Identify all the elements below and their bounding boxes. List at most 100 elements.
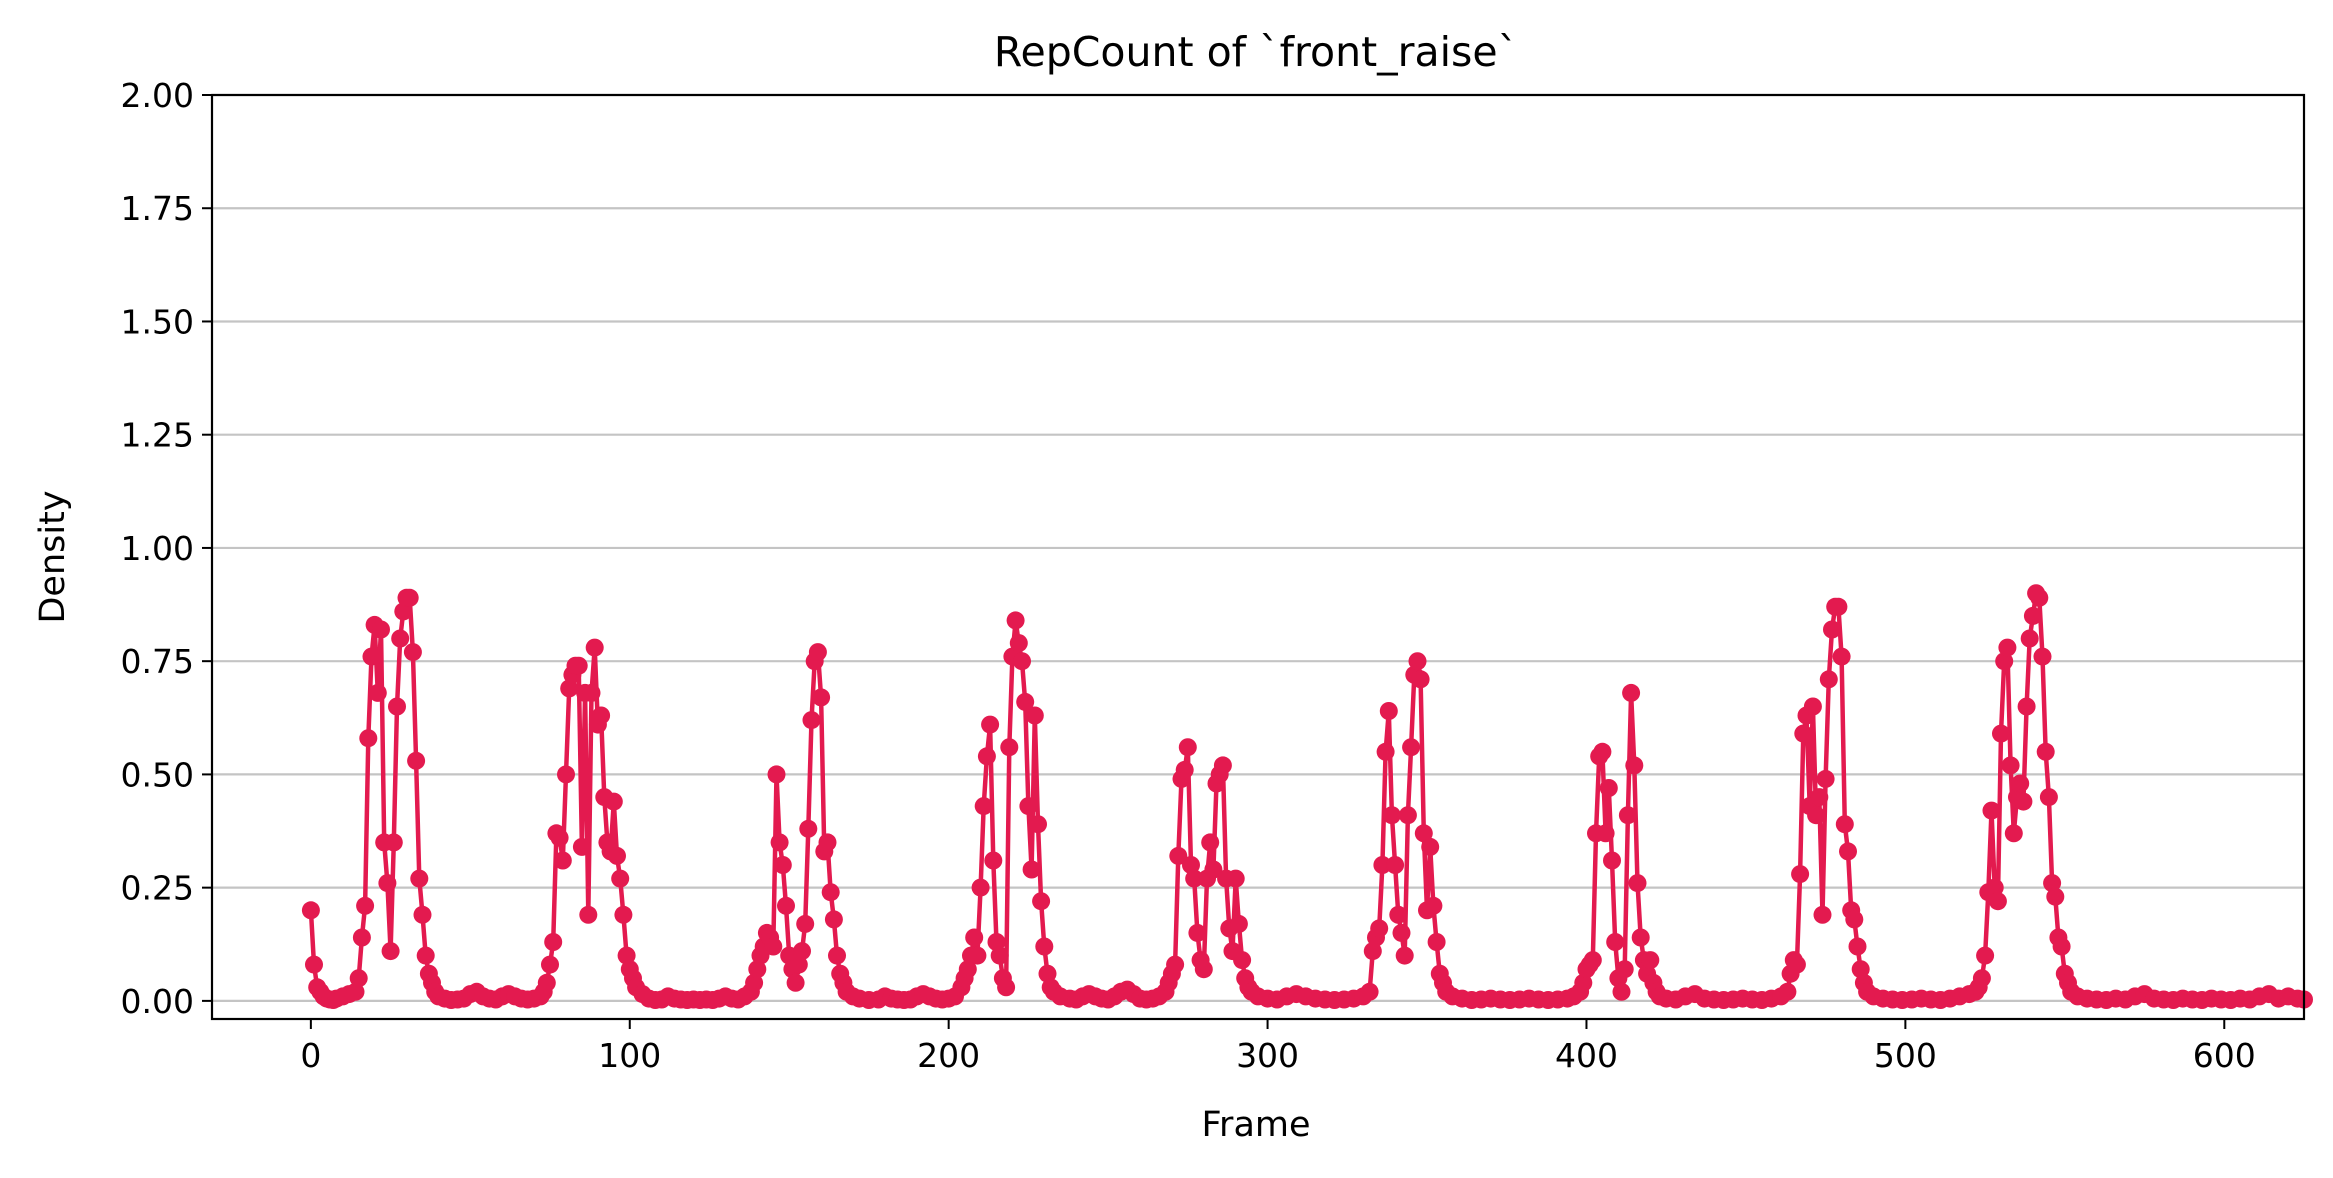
data-point [1606, 933, 1625, 951]
data-point [1025, 706, 1044, 725]
data-point [1009, 634, 1028, 653]
data-point [1424, 896, 1443, 915]
data-point [974, 797, 993, 816]
data-point [796, 914, 815, 933]
plot-frame [210, 93, 2306, 1021]
data-point [394, 602, 413, 621]
data-point [388, 697, 406, 716]
data-point [1628, 874, 1647, 893]
data-point [971, 878, 990, 897]
data-point [1778, 982, 1797, 1001]
data-point [305, 955, 323, 974]
data-point [808, 643, 827, 662]
y-tick-label: 1.25 [121, 416, 194, 455]
data-point [2004, 824, 2023, 843]
data-point [1188, 923, 1207, 942]
data-point [362, 647, 381, 666]
data-point [553, 851, 572, 870]
data-point [2014, 792, 2033, 811]
x-tick-label: 0 [300, 1036, 321, 1075]
data-point [359, 729, 378, 748]
data-point [799, 819, 818, 838]
data-point [1835, 815, 1854, 834]
data-point [1201, 833, 1220, 852]
data-point [1029, 815, 1047, 834]
data-point [1972, 969, 1991, 988]
data-point [1226, 869, 1245, 888]
data-point [1807, 806, 1826, 825]
data-point [1995, 652, 2014, 671]
data-point [384, 833, 403, 852]
data-point [560, 679, 579, 698]
data-point [372, 620, 390, 639]
data-point [2030, 588, 2049, 607]
data-point [1823, 620, 1841, 639]
data-point [346, 982, 365, 1001]
data-point [1000, 738, 1019, 757]
data-point [984, 851, 1003, 870]
data-point [1175, 760, 1194, 779]
data-point [410, 869, 429, 888]
data-point [604, 792, 623, 811]
data-point [997, 978, 1016, 997]
data-point [381, 942, 400, 961]
data-point [2036, 742, 2055, 761]
data-point [1813, 905, 1832, 924]
data-point [1810, 788, 1829, 807]
data-point [1169, 846, 1188, 865]
data-point [400, 588, 419, 607]
data-point [2039, 788, 2058, 807]
data-point [818, 833, 837, 852]
data-point [824, 910, 843, 929]
data-point [1593, 742, 1612, 761]
data-point [579, 905, 598, 924]
data-point [378, 874, 397, 893]
data-point [1379, 702, 1398, 720]
y-tick-label: 0.00 [121, 982, 194, 1021]
data-point [1360, 982, 1379, 1001]
chart-title: RepCount of `front_raise` [994, 28, 1518, 76]
data-point [407, 751, 426, 770]
data-point [1985, 878, 2004, 897]
data-point [1363, 942, 1382, 961]
x-tick-label: 500 [1874, 1036, 1937, 1075]
data-point [1233, 951, 1252, 970]
data-point [1832, 647, 1851, 666]
x-axis: 0 100 200 300 400 500 600 [300, 1019, 2256, 1075]
data-point [1185, 869, 1204, 888]
data-point [2043, 874, 2062, 893]
y-tick-label: 0.50 [121, 755, 194, 794]
data-point [349, 969, 368, 988]
data-point [1194, 960, 1213, 979]
data-point [617, 946, 636, 965]
data-point [965, 928, 984, 947]
data-point [1376, 742, 1395, 761]
y-tick-label: 1.00 [121, 529, 194, 568]
data-point [2052, 937, 2071, 956]
data-point [1019, 797, 1038, 816]
data-point [1032, 892, 1051, 911]
data-point [569, 656, 588, 675]
data-point [557, 765, 575, 784]
data-point [1427, 933, 1446, 951]
data-point [544, 933, 563, 951]
y-axis-title: Density [33, 490, 73, 623]
x-tick-label: 600 [2193, 1036, 2256, 1075]
data-point [1845, 910, 1864, 929]
data-point [786, 973, 805, 992]
data-point [1213, 756, 1232, 775]
data-point [2033, 647, 2052, 666]
data-point [1622, 683, 1641, 702]
x-axis-title: Frame [1201, 1105, 1310, 1145]
x-tick-label: 100 [598, 1036, 661, 1075]
data-point [1791, 865, 1810, 884]
x-tick-label: 400 [1555, 1036, 1618, 1075]
data-point [1998, 638, 2017, 657]
data-point [1178, 738, 1197, 757]
data-point [977, 747, 996, 766]
data-point [2001, 756, 2020, 775]
y-tick-label: 0.25 [121, 869, 194, 908]
data-point [1816, 769, 1835, 788]
data-point [1794, 724, 1813, 743]
data-point [1016, 692, 1035, 711]
